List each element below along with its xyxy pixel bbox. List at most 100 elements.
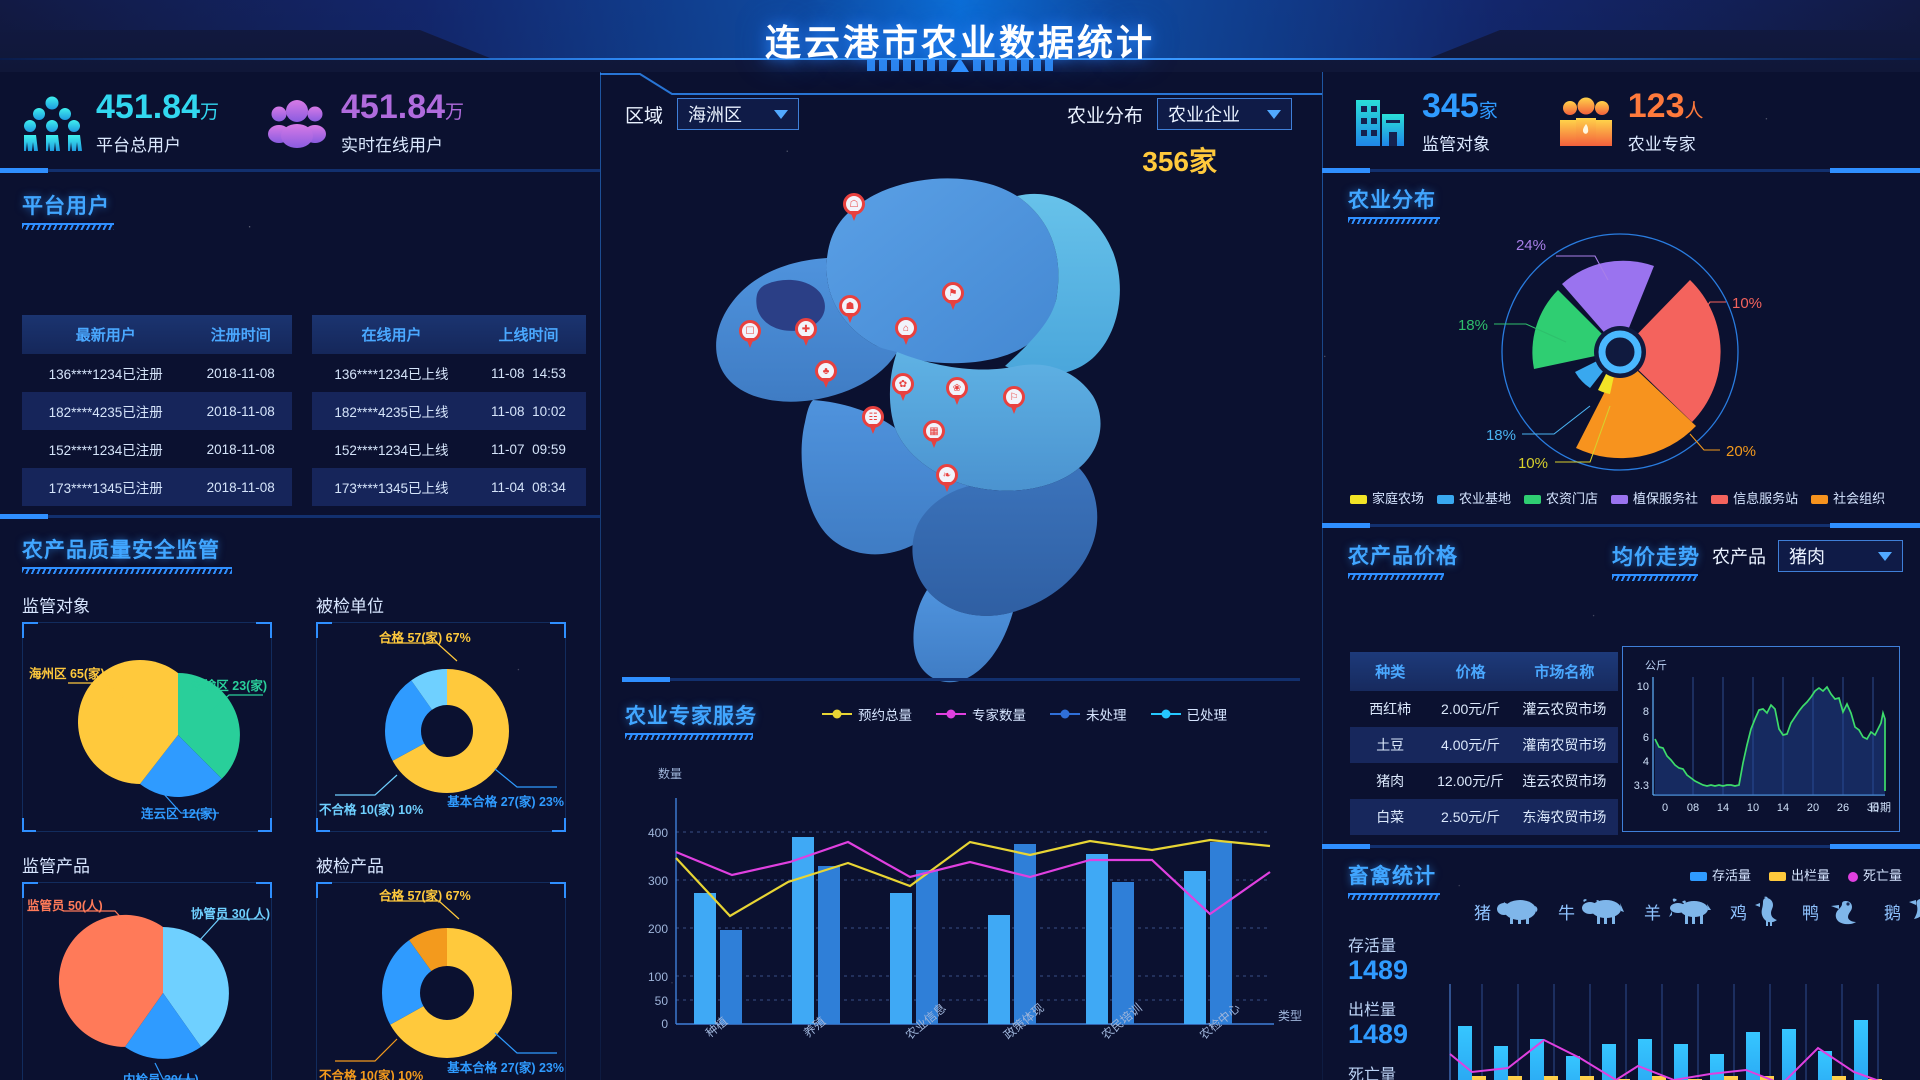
map-pin-5[interactable]: ✚ — [795, 318, 817, 346]
leader-line — [335, 774, 398, 796]
table-row[interactable]: 猪肉 12.00元/斤 连云农贸市场 — [1350, 763, 1618, 799]
table-row[interactable]: 152****1234已注册 2018-11-08 — [22, 430, 292, 468]
chart-frame: 合格 57(家) 67% 不合格 10(家) 10% 基本合格 27(家) 23… — [316, 622, 566, 832]
bar-group-6[interactable] — [1184, 842, 1232, 1024]
bar-group-2[interactable] — [792, 837, 840, 1024]
ls-bar-alive[interactable] — [1674, 1044, 1688, 1080]
map-pin-2[interactable]: ☗ — [839, 295, 861, 323]
table-row[interactable]: 182****4235已注册 2018-11-08 — [22, 392, 292, 430]
svg-text:200: 200 — [648, 922, 668, 936]
bar-handled[interactable] — [694, 893, 716, 1024]
rose-label-18-green: 18% — [1458, 317, 1488, 334]
chart-supervised-objects: 监管对象 海州区 65(家) 赣榆区 23(家) 连云区 12(家) — [22, 592, 272, 832]
bar-pending[interactable] — [1014, 844, 1036, 1024]
table-row[interactable]: 173****1345已上线 11-04 08:34 — [312, 468, 586, 506]
bar-pending[interactable] — [818, 866, 840, 1024]
bar-pending[interactable] — [1112, 882, 1134, 1024]
legend-item-experts[interactable]: 专家数量 — [936, 704, 1026, 724]
animal-goat[interactable]: 羊 — [1644, 898, 1712, 924]
distribution-select[interactable]: 农业企业 — [1157, 98, 1292, 130]
ls-bar-alive[interactable] — [1566, 1056, 1580, 1080]
ls-bar-slaughter[interactable] — [1580, 1076, 1594, 1080]
kpi-label-agri-experts: 农业专家 — [1627, 135, 1696, 154]
ls-bar-alive[interactable] — [1710, 1054, 1724, 1080]
legend-item-booked[interactable]: 预约总量 — [822, 704, 912, 724]
cell-market: 灌云农贸市场 — [1522, 701, 1607, 717]
map-pin-11[interactable]: ☷ — [862, 406, 884, 434]
map-pin-9[interactable]: ❀ — [946, 377, 968, 405]
legend-item-handled[interactable]: 已处理 — [1150, 704, 1227, 724]
map-pin-13[interactable]: ❧ — [936, 464, 958, 492]
bar-group-3[interactable] — [890, 870, 938, 1024]
latest-users-table-wrap: 最新用户 注册时间 136****1234已注册 2018-11-08 182**… — [22, 315, 292, 506]
legend-item-plant-protection[interactable]: 植保服务社 — [1611, 488, 1698, 507]
legend-item-info-station[interactable]: 信息服务站 — [1711, 488, 1798, 507]
lianyungang-map[interactable] — [645, 134, 1285, 744]
ls-bar-slaughter[interactable] — [1724, 1076, 1738, 1080]
animal-cow[interactable]: 牛 — [1558, 898, 1626, 924]
legend-item-social-org[interactable]: 社会组织 — [1811, 488, 1885, 507]
legend-item-agri-store[interactable]: 农资门店 — [1524, 488, 1598, 507]
donut-label: 基本合格 27(家) 23% — [447, 1061, 564, 1075]
legend-item-pending[interactable]: 未处理 — [1050, 704, 1127, 724]
table-row[interactable]: 136****1234已注册 2018-11-08 — [22, 354, 292, 392]
map-pin-12[interactable]: ▦ — [923, 420, 945, 448]
ls-bar-alive[interactable] — [1638, 1039, 1652, 1080]
trend-x-tick: 14 — [1777, 802, 1789, 814]
right-divider-3 — [1322, 844, 1920, 849]
trend-y-tick: 8 — [1643, 706, 1649, 718]
bar-handled[interactable] — [1086, 854, 1108, 1024]
ls-bar-slaughter[interactable] — [1544, 1076, 1558, 1080]
map-pin-10[interactable]: ⚐ — [1003, 386, 1025, 414]
chart-subtitle: 监管对象 — [22, 597, 90, 616]
leader-line — [494, 1032, 557, 1054]
bar-handled[interactable] — [792, 837, 814, 1024]
online-users-table-wrap: 在线用户 上线时间 136****1234已上线 11-08 14:53 182*… — [312, 315, 586, 506]
ls-bar-slaughter[interactable] — [1508, 1076, 1522, 1080]
legend-item-alive[interactable]: 存活量 — [1689, 865, 1751, 884]
table-row[interactable]: 152****1234已上线 11-07 09:59 — [312, 430, 586, 468]
region-select[interactable]: 海洲区 — [677, 98, 800, 130]
trend-y-tick: 3.3 — [1634, 780, 1649, 792]
ls-bar-alive[interactable] — [1854, 1020, 1868, 1080]
bar-handled[interactable] — [890, 893, 912, 1024]
legend-item-family-farm[interactable]: 家庭农场 — [1350, 488, 1424, 507]
map-pin-1[interactable]: ☖ — [843, 193, 865, 221]
table-row[interactable]: 土豆 4.00元/斤 灌南农贸市场 — [1350, 727, 1618, 763]
map-pin-4[interactable]: ⌂ — [895, 317, 917, 345]
legend-item-death[interactable]: 死亡量 — [1847, 865, 1902, 884]
trend-y-tick: 4 — [1643, 756, 1649, 768]
table-row[interactable]: 白菜 2.50元/斤 东海农贸市场 — [1350, 799, 1618, 835]
legend-item-slaughter[interactable]: 出栏量 — [1768, 865, 1830, 884]
animal-duck[interactable]: 鸭 — [1802, 897, 1866, 925]
ls-bar-slaughter[interactable] — [1832, 1076, 1846, 1080]
table-row[interactable]: 173****1345已注册 2018-11-08 — [22, 468, 292, 506]
distribution-label: 农业分布 — [1066, 105, 1143, 127]
table-row[interactable]: 136****1234已上线 11-08 14:53 — [312, 354, 586, 392]
map-pin-8[interactable]: ✿ — [892, 373, 914, 401]
distribution-select-value: 农业企业 — [1168, 105, 1240, 125]
legend-marker — [1150, 709, 1181, 719]
bar-group-4[interactable] — [988, 844, 1036, 1024]
animal-goose[interactable]: 鹅 — [1884, 896, 1920, 926]
map-pin-3[interactable]: ⚑ — [942, 282, 964, 310]
trend-x-tick: 0 — [1662, 802, 1668, 814]
ls-bar-slaughter[interactable] — [1472, 1076, 1486, 1080]
ls-bar-alive[interactable] — [1494, 1046, 1508, 1080]
table-row[interactable]: 西红柿 2.00元/斤 灌云农贸市场 — [1350, 691, 1618, 727]
bar-pending[interactable] — [1210, 842, 1232, 1024]
bar-pending[interactable] — [916, 870, 938, 1024]
bar-pending[interactable] — [720, 930, 742, 1024]
legend-item-agri-base[interactable]: 农业基地 — [1437, 488, 1511, 507]
bar-handled[interactable] — [988, 915, 1010, 1024]
map-pin-7[interactable]: ♣ — [815, 360, 837, 388]
animal-pig[interactable]: 猪 — [1474, 898, 1540, 924]
animal-chicken[interactable]: 鸡 — [1730, 896, 1784, 926]
table-row[interactable]: 182****4235已上线 11-08 10:02 — [312, 392, 586, 430]
trend-select[interactable]: 猪肉 — [1778, 540, 1903, 572]
donut-chart — [335, 900, 557, 1062]
ls-bars — [1458, 1020, 1882, 1080]
trend-y-label: 公斤 — [1645, 659, 1667, 672]
ls-bar-alive[interactable] — [1458, 1026, 1472, 1080]
map-pin-6[interactable]: ☐ — [739, 320, 761, 348]
